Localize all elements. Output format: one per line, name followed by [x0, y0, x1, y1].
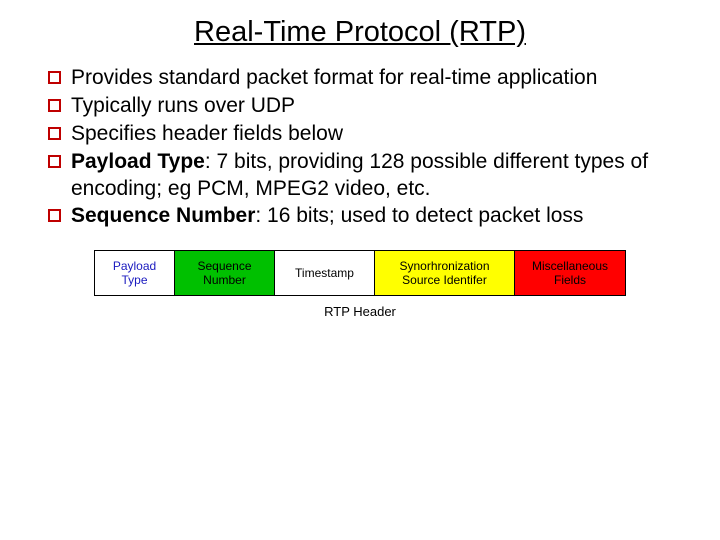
bullet-marker — [48, 99, 61, 112]
list-item: Specifies header fields below — [48, 121, 680, 148]
diagram-cell: Miscellaneous Fields — [515, 251, 625, 295]
bullet-text: Sequence Number: 16 bits; used to detect… — [71, 203, 680, 230]
diagram-cell: Timestamp — [275, 251, 375, 295]
list-item: Sequence Number: 16 bits; used to detect… — [48, 203, 680, 230]
diagram-cell: Payload Type — [95, 251, 175, 295]
bullet-text: Specifies header fields below — [71, 121, 680, 148]
list-item: Payload Type: 7 bits, providing 128 poss… — [48, 149, 680, 203]
bullet-text: Provides standard packet format for real… — [71, 65, 680, 92]
bullet-text: Payload Type: 7 bits, providing 128 poss… — [71, 149, 680, 203]
slide-title: Real-Time Protocol (RTP) — [40, 16, 680, 49]
diagram-row: Payload TypeSequence NumberTimestampSyno… — [94, 250, 626, 296]
bullet-text: Typically runs over UDP — [71, 93, 680, 120]
bullet-marker — [48, 209, 61, 222]
bullet-bold: Sequence Number — [71, 204, 255, 227]
diagram-caption: RTP Header — [40, 304, 680, 319]
rtp-header-diagram: Payload TypeSequence NumberTimestampSyno… — [40, 250, 680, 296]
bullet-marker — [48, 155, 61, 168]
bullet-bold: Payload Type — [71, 150, 205, 173]
list-item: Typically runs over UDP — [48, 93, 680, 120]
slide-container: Real-Time Protocol (RTP) Provides standa… — [0, 0, 720, 329]
bullet-marker — [48, 127, 61, 140]
diagram-cell: Sequence Number — [175, 251, 275, 295]
bullet-rest: : 16 bits; used to detect packet loss — [255, 204, 583, 227]
list-item: Provides standard packet format for real… — [48, 65, 680, 92]
bullet-marker — [48, 71, 61, 84]
diagram-cell: Synorhronization Source Identifer — [375, 251, 515, 295]
bullet-list: Provides standard packet format for real… — [40, 65, 680, 230]
